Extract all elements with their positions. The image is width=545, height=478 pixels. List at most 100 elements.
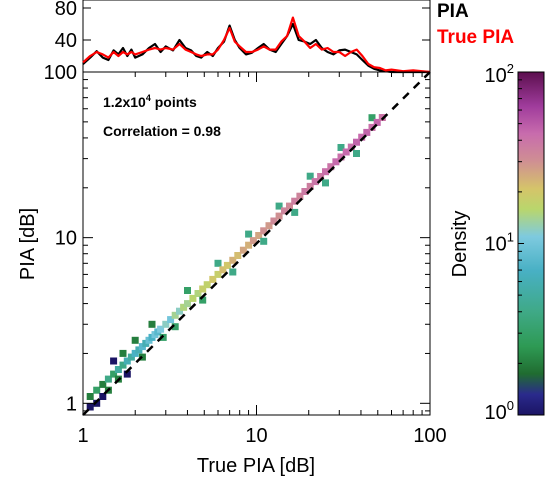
density-cell [281, 207, 288, 215]
density-cell [353, 150, 360, 157]
legend-true-pia: True PIA [437, 27, 514, 48]
y-tick-label: 1 [66, 393, 77, 415]
colorbar-ticks: 102 101 100 [485, 61, 524, 424]
density-cell [337, 153, 345, 161]
density-cell [275, 212, 283, 220]
density-cell [301, 188, 309, 195]
density-cell [373, 118, 381, 126]
density-scatter-panel: 11 10 10 100 100 [44, 62, 447, 447]
density-cell [127, 353, 135, 361]
density-cell [353, 138, 360, 146]
top-histogram-frame [82, 0, 431, 73]
density-cell [229, 256, 237, 264]
density-cell [219, 266, 227, 274]
density-cell [119, 349, 127, 357]
density-cell [347, 143, 355, 151]
density-cell [363, 128, 371, 136]
density-cell [270, 217, 278, 225]
legend-pia: PIA [437, 1, 469, 22]
density-cell [209, 275, 217, 283]
density-cell [86, 393, 94, 400]
density-cell [99, 393, 107, 400]
density-cell [119, 361, 127, 369]
density-cell [99, 380, 107, 388]
y-tick-label: 100 [44, 62, 77, 84]
density-cell [265, 222, 273, 230]
points-count-annotation: 1.2x104 points [103, 93, 197, 110]
colorbar-label: Density [449, 211, 471, 278]
density-cell [306, 172, 314, 180]
density-cell [184, 287, 191, 294]
correlation-annotation: Correlation = 0.98 [103, 123, 221, 139]
density-cell [148, 320, 156, 328]
density-cell [110, 357, 118, 365]
x-tick-label: 100 [413, 425, 446, 447]
density-cell [368, 114, 376, 122]
top-histogram-panel: 40 80 [55, 0, 431, 74]
density-cell [245, 241, 253, 249]
density-cell [93, 399, 101, 407]
density-cell [255, 232, 263, 239]
colorbar-tick-label: 102 [485, 61, 514, 87]
density-panel-axes: 11 10 10 100 100 [44, 62, 447, 447]
x-axis-label: True PIA [dB] [197, 455, 315, 477]
density-cell [291, 197, 299, 205]
pia-histogram-line [82, 22, 430, 74]
density-cell [171, 311, 179, 319]
density-cell [123, 357, 131, 365]
density-cell [245, 230, 253, 238]
density-cell [286, 202, 293, 210]
density-cell [234, 252, 242, 259]
x-tick-label: 10 [245, 425, 267, 447]
top-y-tick-label: 40 [55, 30, 77, 52]
density-cell [311, 178, 319, 186]
density-cell [114, 366, 122, 373]
colorbar-tick-label: 101 [485, 230, 514, 256]
density-cell [368, 123, 376, 131]
density-cell [123, 370, 131, 378]
density-cell [214, 270, 222, 278]
density-cell [86, 403, 94, 411]
density-cell [275, 202, 283, 210]
density-cell [332, 158, 340, 166]
density-cell [322, 168, 329, 176]
density-cell [184, 300, 191, 308]
density-cell [110, 370, 118, 378]
density-cell [291, 208, 299, 216]
density-cell [358, 133, 366, 141]
top-histogram-series [82, 16, 431, 74]
top-y-tick-label: 80 [55, 0, 77, 20]
density-cell [104, 375, 112, 383]
colorbar-tick-label: 100 [485, 398, 514, 424]
density-cell [180, 303, 188, 311]
density-cell [306, 182, 314, 190]
density-cell [327, 163, 335, 171]
true-pia-histogram-line [82, 16, 431, 74]
density-cell [342, 148, 350, 156]
density-cell [239, 246, 247, 254]
density-cell [157, 325, 165, 333]
density-cell [93, 386, 101, 394]
density-cell [199, 285, 207, 293]
density-cell [131, 349, 139, 357]
density-cell [249, 237, 257, 245]
density-cell [337, 144, 345, 151]
density-cell [171, 323, 179, 331]
density-cell [131, 336, 139, 344]
density-cell [296, 192, 304, 200]
density-cell [162, 320, 170, 328]
top-histogram-yaxis: 40 80 [55, 0, 430, 52]
density-cell [223, 261, 231, 269]
x-tick-label: 1 [77, 425, 88, 447]
density-cell [199, 296, 207, 304]
density-cell [317, 173, 325, 180]
y-tick-label: 10 [55, 228, 77, 250]
density-cell [189, 294, 197, 302]
density-cell [203, 281, 211, 289]
one-to-one-line [82, 71, 431, 416]
density-cell [260, 227, 268, 235]
density-cell [214, 259, 222, 267]
density-cell [194, 290, 202, 297]
y-axis-label: PIA [dB] [17, 208, 39, 280]
